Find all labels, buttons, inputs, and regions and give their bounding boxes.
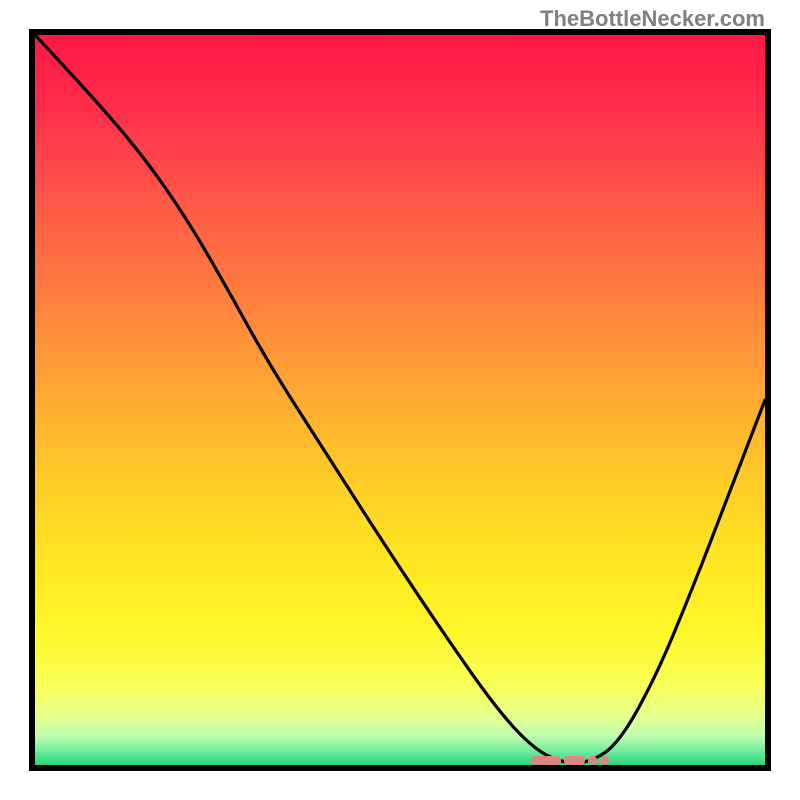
- optimal-marker: [531, 756, 600, 765]
- curve-path: [35, 35, 765, 763]
- plot-area: [35, 35, 765, 765]
- watermark-text: TheBottleNecker.com: [540, 6, 765, 32]
- chart-container: TheBottleNecker.com: [0, 0, 800, 800]
- marker-segment: [564, 756, 585, 765]
- bottleneck-curve: [35, 35, 765, 765]
- marker-segment: [531, 756, 560, 765]
- marker-segment: [588, 756, 596, 765]
